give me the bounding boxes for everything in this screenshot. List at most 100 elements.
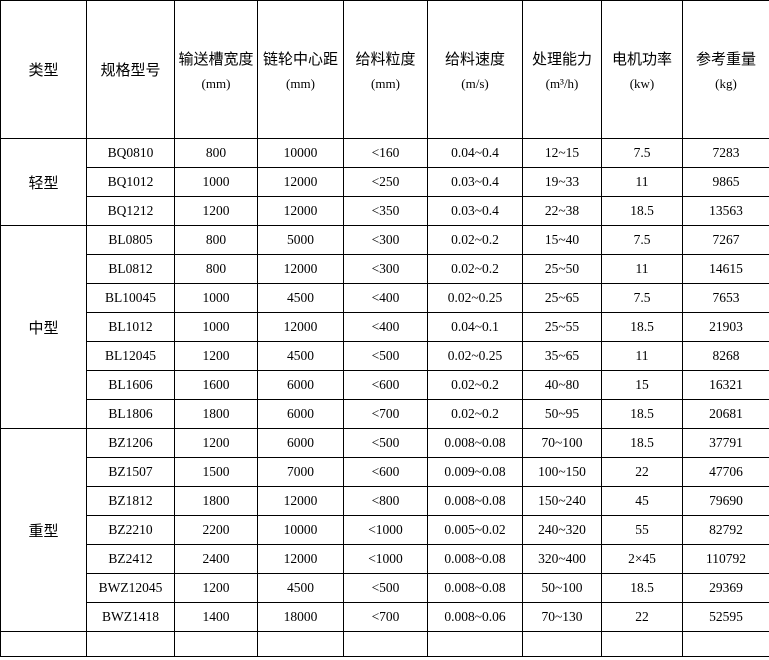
table-cell: 320~400 [522, 544, 602, 574]
table-cell: 2200 [174, 515, 258, 545]
table-cell: 25~55 [522, 312, 602, 342]
empty-cell [257, 631, 344, 657]
table-cell: 0.02~0.2 [427, 254, 523, 284]
table-cell: 11 [601, 341, 683, 371]
table-cell: 1200 [174, 341, 258, 371]
table-cell: 18000 [257, 602, 344, 632]
table-cell: 7267 [682, 225, 769, 255]
column-header-1: 规格型号 [86, 0, 175, 139]
column-label: 处理能力 [531, 51, 592, 68]
table-row: 重型 BZ1206 1200 6000 <500 0.008~0.08 70~100 18.5… [0, 428, 769, 632]
table-cell: 19~33 [522, 167, 602, 197]
table-row: BZ1812 1800 12000 <800 0.008~0.08 150~240 45 79… [1, 486, 769, 516]
table-cell: 1200 [174, 573, 258, 603]
table-row: BQ1012 1000 12000 <250 0.03~0.4 19~33 11 9865 [1, 167, 769, 197]
table-cell: 16321 [682, 370, 769, 400]
table-cell: 18.5 [601, 428, 683, 458]
table-row: BZ2412 2400 12000 <1000 0.008~0.08 320~400 2×4… [1, 544, 769, 574]
table-cell: 22~38 [522, 196, 602, 226]
header-row: 类型 规格型号 输送槽宽度 (mm) 链轮中心距 (mm) 给料粒度 (mm) 给料速度 (m/s… [0, 0, 769, 139]
table-cell: 7.5 [601, 225, 683, 255]
table-cell: 14615 [682, 254, 769, 284]
table-row: 轻型 BQ0810 800 10000 <160 0.04~0.4 12~15 7.5 7283 [0, 138, 769, 226]
table-cell: 18.5 [601, 399, 683, 429]
table-cell: 50~100 [522, 573, 602, 603]
table-cell: 12000 [257, 486, 344, 516]
table-cell: <700 [343, 399, 428, 429]
table-body: 轻型 BQ0810 800 10000 <160 0.04~0.4 12~15 7.5 7283… [0, 138, 769, 657]
table-cell: 70~130 [522, 602, 602, 632]
column-label: 参考重量 [695, 51, 756, 68]
column-label: 给料粒度 [355, 51, 416, 68]
table-cell: 240~320 [522, 515, 602, 545]
table-cell: 0.02~0.2 [427, 399, 523, 429]
table-cell: 6000 [257, 399, 344, 429]
table-cell: <700 [343, 602, 428, 632]
column-header-3: 链轮中心距 (mm) [257, 0, 344, 139]
table-cell: BL10045 [86, 283, 175, 313]
table-cell: <400 [343, 283, 428, 313]
table-cell: 1400 [174, 602, 258, 632]
table-cell: 0.04~0.1 [427, 312, 523, 342]
table-cell: 1000 [174, 283, 258, 313]
table-cell: 10000 [257, 138, 344, 168]
table-cell: BL1606 [86, 370, 175, 400]
table-cell: <800 [343, 486, 428, 516]
table-cell: 1000 [174, 312, 258, 342]
table-cell: 29369 [682, 573, 769, 603]
table-cell: <300 [343, 225, 428, 255]
table-cell: 5000 [257, 225, 344, 255]
column-label: 链轮中心距 [262, 51, 338, 68]
table-cell: BZ2210 [86, 515, 175, 545]
table-cell: 6000 [257, 428, 344, 458]
table-cell: 1500 [174, 457, 258, 487]
table-row: BL10045 1000 4500 <400 0.02~0.25 25~65 7.5 7653 [1, 283, 769, 313]
table-cell: 150~240 [522, 486, 602, 516]
table-row: BWZ12045 1200 4500 <500 0.008~0.08 50~100 18.5… [1, 573, 769, 603]
column-header-4: 给料粒度 (mm) [343, 0, 428, 139]
table-cell: BZ2412 [86, 544, 175, 574]
table-cell: 37791 [682, 428, 769, 458]
table-cell: 35~65 [522, 341, 602, 371]
table-cell: 12000 [257, 167, 344, 197]
table-cell: <600 [343, 370, 428, 400]
table-cell: 52595 [682, 602, 769, 632]
table-cell: 55 [601, 515, 683, 545]
table-cell: BZ1206 [86, 428, 175, 458]
table-cell: 12000 [257, 254, 344, 284]
table-cell: 1200 [174, 428, 258, 458]
column-label: 类型 [28, 63, 59, 79]
table-cell: 1800 [174, 399, 258, 429]
table-cell: 110792 [682, 544, 769, 574]
table-cell: 15 [601, 370, 683, 400]
table-cell: <300 [343, 254, 428, 284]
table-cell: BWZ12045 [86, 573, 175, 603]
table-cell: <500 [343, 341, 428, 371]
empty-cell [522, 631, 602, 657]
table-cell: <1000 [343, 515, 428, 545]
table-cell: 7000 [257, 457, 344, 487]
table-cell: 40~80 [522, 370, 602, 400]
table-cell: 7653 [682, 283, 769, 313]
table-cell: <600 [343, 457, 428, 487]
table-row: BL1606 1600 6000 <600 0.02~0.2 40~80 15 16321 [1, 370, 769, 400]
column-header-0: 类型 [0, 0, 87, 139]
table-row: BQ1212 1200 12000 <350 0.03~0.4 22~38 18.5 1356… [1, 196, 769, 226]
table-cell: 7283 [682, 138, 769, 168]
table-cell: 18.5 [601, 196, 683, 226]
table-header: 类型 规格型号 输送槽宽度 (mm) 链轮中心距 (mm) 给料粒度 (mm) 给料速度 (m/s… [0, 0, 769, 139]
column-unit: (kg) [715, 75, 737, 91]
table-cell: 11 [601, 254, 683, 284]
column-header-5: 给料速度 (m/s) [427, 0, 523, 139]
empty-cell [343, 631, 428, 657]
table-cell: 22 [601, 602, 683, 632]
table-cell: 12~15 [522, 138, 602, 168]
table-cell: 50~95 [522, 399, 602, 429]
column-unit: (m³/h) [545, 75, 579, 91]
table-cell: 15~40 [522, 225, 602, 255]
column-header-2: 输送槽宽度 (mm) [174, 0, 258, 139]
table-cell: 800 [174, 225, 258, 255]
column-header-6: 处理能力 (m³/h) [522, 0, 602, 139]
table-cell: 0.02~0.25 [427, 283, 523, 313]
empty-cell [86, 631, 175, 657]
